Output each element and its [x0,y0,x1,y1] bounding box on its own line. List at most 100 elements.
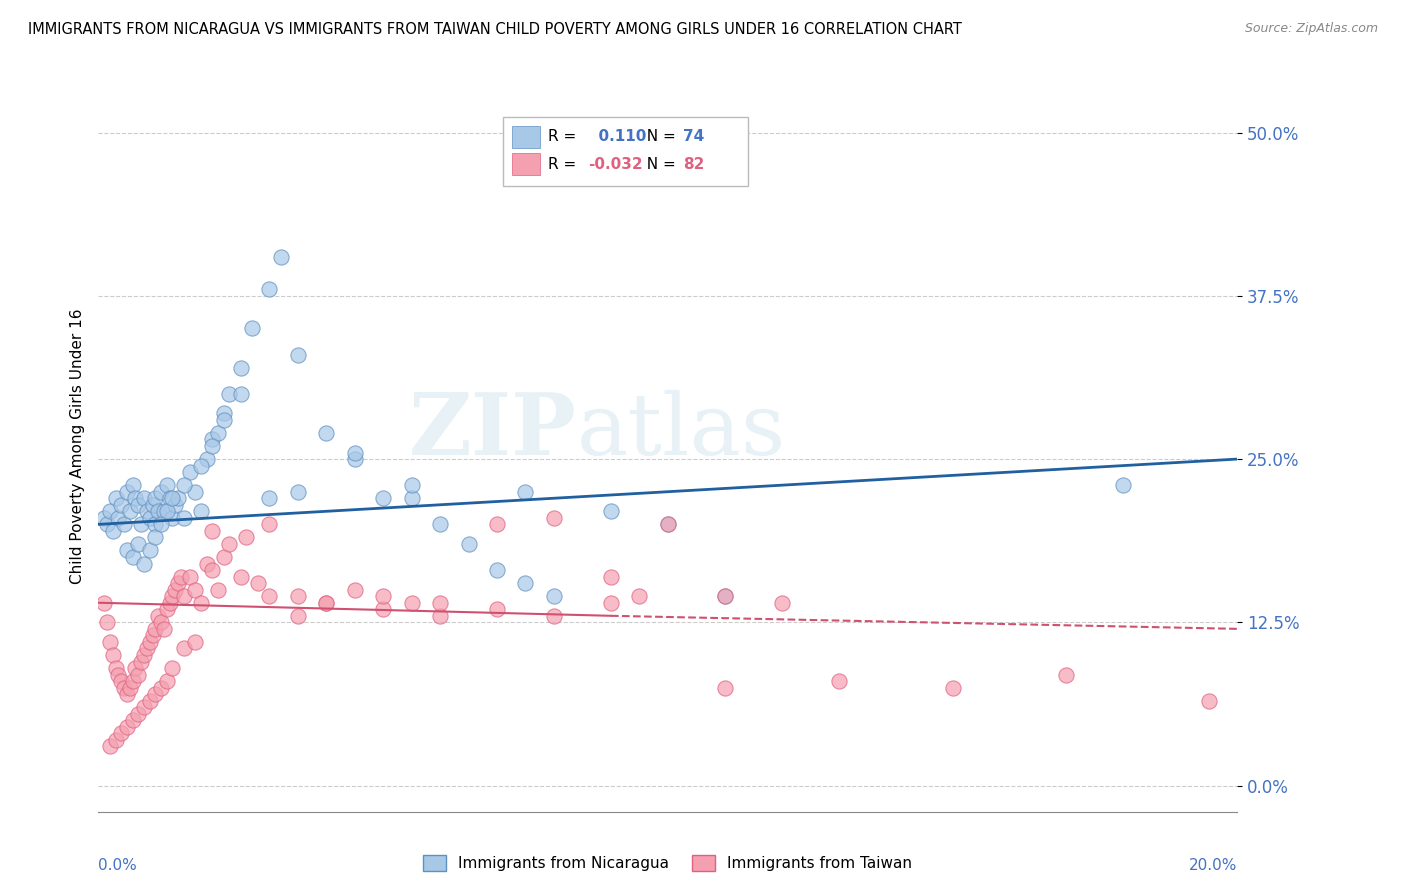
Point [165,498,187,512]
Point [93,511,115,525]
FancyBboxPatch shape [503,117,748,186]
Point [98,739,121,754]
Point [343,445,366,459]
Point [138,543,160,558]
Text: 20.0%: 20.0% [1189,858,1237,872]
Point [93,596,115,610]
Point [132,648,155,662]
Text: IMMIGRANTS FROM NICARAGUA VS IMMIGRANTS FROM TAIWAN CHILD POVERTY AMONG GIRLS UN: IMMIGRANTS FROM NICARAGUA VS IMMIGRANTS … [28,22,962,37]
Text: N =: N = [637,129,676,145]
Point [714,589,737,603]
Point [1112,478,1135,492]
Point [714,589,737,603]
Point [118,681,141,695]
Point [201,433,224,447]
Text: R =: R = [548,157,576,172]
Point [246,576,269,591]
Point [229,569,252,583]
Point [371,491,394,506]
Point [179,465,201,479]
Point [259,282,281,296]
Point [218,537,240,551]
Point [115,543,138,558]
Point [165,582,187,597]
Point [229,386,252,401]
Point [343,452,366,467]
Point [115,484,138,499]
Point [486,602,509,616]
Point [657,517,679,532]
Point [148,504,170,518]
FancyBboxPatch shape [512,126,540,147]
Point [173,511,195,525]
Point [229,360,252,375]
Point [184,582,207,597]
Y-axis label: Child Poverty Among Girls Under 16: Child Poverty Among Girls Under 16 [69,309,84,583]
Text: 74: 74 [683,129,704,145]
Point [135,641,157,656]
Point [150,484,173,499]
Text: -0.032: -0.032 [588,157,643,172]
Point [515,576,537,591]
Point [942,681,965,695]
Point [600,504,623,518]
Point [127,537,149,551]
Point [127,706,149,721]
Point [135,504,157,518]
Point [145,517,167,532]
Point [235,530,257,544]
Point [132,557,155,571]
Point [145,491,167,506]
Point [212,406,235,420]
Point [96,517,118,532]
Point [259,491,281,506]
Point [543,589,565,603]
Point [315,596,337,610]
Point [401,596,423,610]
Text: 0.110: 0.110 [588,129,647,145]
Point [107,667,129,681]
Point [1056,667,1078,681]
Text: atlas: atlas [576,390,786,473]
Text: N =: N = [637,157,676,172]
Point [124,661,146,675]
Point [240,321,263,335]
Point [156,602,179,616]
Point [270,250,292,264]
Point [371,589,394,603]
Point [287,484,309,499]
Point [145,530,167,544]
Point [121,674,143,689]
Point [429,517,451,532]
Point [162,661,184,675]
Point [153,622,176,636]
Point [287,608,309,623]
Point [98,635,121,649]
Point [141,498,163,512]
Point [770,596,793,610]
Point [96,615,118,630]
Point [115,720,138,734]
Point [167,491,190,506]
Point [195,452,218,467]
Point [156,478,179,492]
Point [148,608,170,623]
Point [153,504,176,518]
Point [457,537,479,551]
Point [486,563,509,577]
Point [124,491,146,506]
Point [98,504,121,518]
Point [104,732,127,747]
Point [212,549,235,564]
Point [112,681,135,695]
Point [170,569,193,583]
Point [190,458,212,473]
Point [212,413,235,427]
Point [201,524,224,538]
Point [127,498,149,512]
Point [132,700,155,714]
Point [486,517,509,532]
Point [195,557,218,571]
Point [162,589,184,603]
Point [401,478,423,492]
